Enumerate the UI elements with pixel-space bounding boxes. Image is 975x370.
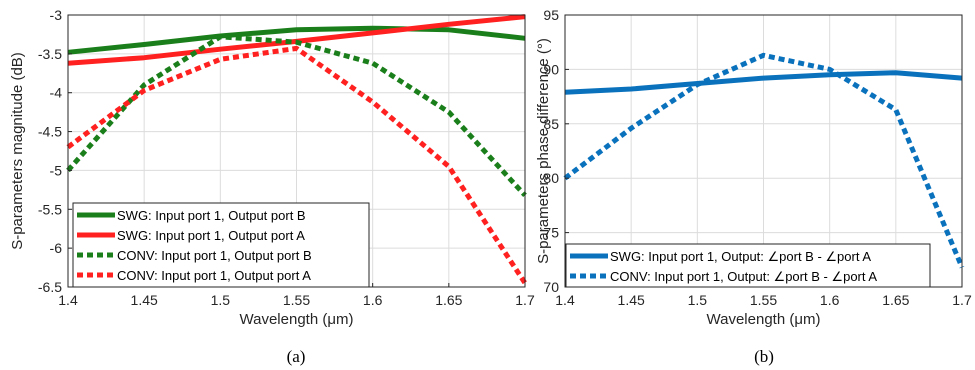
y-tick-label: 90 bbox=[543, 61, 559, 77]
series-line-1 bbox=[564, 70, 963, 95]
y-tick-label: -5 bbox=[50, 162, 63, 178]
x-tick-label: 1.6 bbox=[363, 292, 383, 308]
x-tick-label: 1.7 bbox=[515, 292, 535, 308]
x-tick-label: 1.55 bbox=[283, 292, 310, 308]
y-axis-label: S-parameters magnitude (dB) bbox=[9, 52, 26, 250]
x-tick-label: 1.6 bbox=[820, 292, 840, 308]
x-tick-label: 1.7 bbox=[952, 292, 972, 308]
legend-label-2: SWG: Input port 1, Output port A bbox=[117, 228, 305, 243]
legend-box bbox=[72, 202, 370, 288]
y-tick-label: -4 bbox=[50, 85, 63, 101]
series-line-4 bbox=[66, 45, 528, 285]
chart-b: 1.4 1.45 1.5 1.55 1.6 1.65 1.7 70 75 80 85 90 95 Wave… bbox=[535, 7, 972, 366]
x-tick-label: 1.5 bbox=[211, 292, 231, 308]
x-tick-label: 1.55 bbox=[750, 292, 777, 308]
chart-a: 1.4 1.45 1.5 1.55 1.6 1.65 1.7 -6.5 -6 -5.5 -5 -4.5… bbox=[9, 7, 535, 366]
series-line-1 bbox=[67, 25, 526, 55]
x-tick-label: 1.4 bbox=[58, 292, 78, 308]
x-tick-label: 1.65 bbox=[882, 292, 909, 308]
legend-label-1: SWG: Input port 1, Output port B bbox=[117, 208, 306, 223]
y-tick-label: -6 bbox=[50, 240, 63, 256]
legend: SWG: Input port 1, Output port B SWG: Inp… bbox=[72, 202, 370, 288]
legend-box bbox=[565, 243, 931, 288]
legend-label-2: CONV: Input port 1, Output: ∠port B - ∠p… bbox=[610, 269, 877, 284]
y-tick-label: 85 bbox=[543, 116, 559, 132]
y-tick-label: -6.5 bbox=[38, 279, 62, 295]
y-axis-label: S-parameters phase difference (°) bbox=[535, 38, 552, 264]
y-tick-label: -3 bbox=[50, 7, 63, 23]
x-tick-label: 1.5 bbox=[688, 292, 708, 308]
y-tick-label: -3.5 bbox=[38, 46, 62, 62]
y-tick-label: 75 bbox=[543, 225, 559, 241]
legend-label-3: CONV: Input port 1, Output port B bbox=[117, 248, 312, 263]
x-tick-label: 1.4 bbox=[555, 292, 575, 308]
x-tick-label: 1.65 bbox=[435, 292, 462, 308]
series-line-3 bbox=[66, 34, 527, 197]
y-tick-label: 95 bbox=[543, 7, 559, 23]
legend: SWG: Input port 1, Output: ∠port B - ∠po… bbox=[565, 243, 931, 288]
legend-label-4: CONV: Input port 1, Output port A bbox=[117, 268, 311, 283]
legend-label-1: SWG: Input port 1, Output: ∠port B - ∠po… bbox=[610, 249, 871, 264]
figure-caption: (a) bbox=[287, 347, 306, 366]
x-axis-label: Wavelength (μm) bbox=[240, 311, 354, 328]
y-tick-label: -4.5 bbox=[38, 124, 62, 140]
figure-caption: (b) bbox=[754, 347, 774, 366]
y-tick-label: 70 bbox=[543, 279, 559, 295]
x-tick-label: 1.45 bbox=[131, 292, 158, 308]
x-tick-label: 1.45 bbox=[618, 292, 645, 308]
series-line-2 bbox=[563, 52, 965, 269]
y-tick-label: -5.5 bbox=[38, 201, 62, 217]
x-axis-label: Wavelength (μm) bbox=[707, 311, 821, 328]
y-tick-label: 80 bbox=[543, 170, 559, 186]
